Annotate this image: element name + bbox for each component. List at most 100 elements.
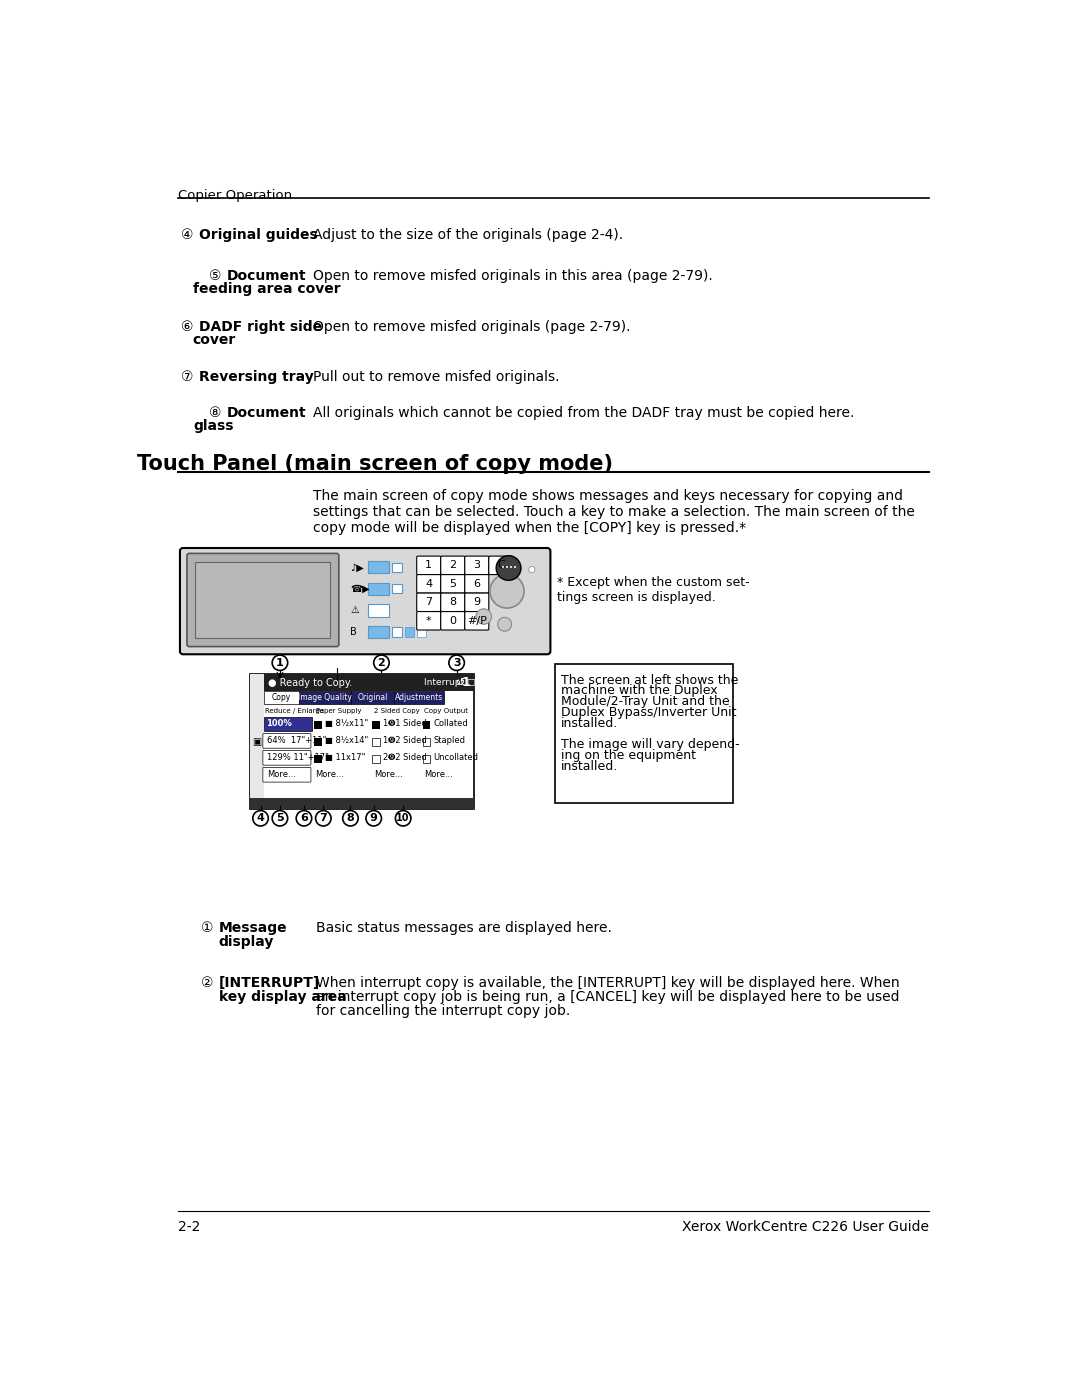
Text: 7: 7 (426, 598, 432, 608)
Text: B: B (350, 627, 357, 637)
Text: ⑦: ⑦ (181, 370, 194, 384)
Text: Reversing tray: Reversing tray (200, 370, 314, 384)
Circle shape (253, 810, 268, 826)
FancyBboxPatch shape (417, 594, 441, 612)
FancyBboxPatch shape (187, 553, 339, 647)
Text: More...: More... (315, 770, 345, 780)
Text: 2: 2 (449, 560, 457, 570)
Bar (367, 626, 389, 638)
Circle shape (272, 655, 287, 671)
Text: ■ 8½x11": ■ 8½x11" (325, 719, 368, 728)
Bar (422, 738, 430, 746)
Text: 3: 3 (473, 560, 481, 570)
FancyBboxPatch shape (464, 594, 489, 612)
FancyBboxPatch shape (489, 556, 513, 574)
Text: The main screen of copy mode shows messages and keys necessary for copying and
s: The main screen of copy mode shows messa… (313, 489, 915, 535)
Text: machine with the Duplex: machine with the Duplex (562, 685, 718, 697)
Text: DADF right side: DADF right side (200, 320, 323, 334)
Bar (367, 583, 389, 595)
Text: Adjust to the size of the originals (page 2-4).: Adjust to the size of the originals (pag… (313, 228, 623, 242)
Text: ••••: •••• (500, 564, 516, 571)
Text: Copy: Copy (271, 693, 291, 701)
Bar (373, 756, 380, 763)
Text: ☎▶: ☎▶ (350, 584, 370, 594)
Text: Pull out to remove misfed originals.: Pull out to remove misfed originals. (313, 370, 559, 384)
Text: 129% 11"+17": 129% 11"+17" (267, 753, 328, 761)
Text: More...: More... (374, 770, 403, 780)
Bar (249, 798, 474, 809)
Text: Document: Document (227, 407, 306, 420)
Text: 1: 1 (462, 676, 471, 689)
Bar (422, 756, 430, 763)
Text: More...: More... (267, 770, 296, 780)
Bar (264, 692, 298, 704)
Circle shape (272, 810, 287, 826)
Text: All originals which cannot be copied from the DADF tray must be copied here.: All originals which cannot be copied fro… (313, 407, 854, 420)
Text: 100%: 100% (266, 719, 292, 728)
Text: 6: 6 (473, 578, 481, 588)
Circle shape (449, 655, 464, 671)
Text: installed.: installed. (562, 760, 619, 773)
FancyBboxPatch shape (441, 574, 464, 594)
Text: C: C (497, 560, 504, 570)
Text: The screen at left shows the: The screen at left shows the (562, 673, 739, 686)
Text: Image Quality: Image Quality (298, 693, 352, 701)
Text: #/P: #/P (467, 616, 487, 626)
FancyBboxPatch shape (464, 574, 489, 594)
FancyBboxPatch shape (417, 574, 441, 594)
Text: Paper Supply: Paper Supply (315, 708, 361, 714)
Bar (394, 692, 444, 704)
FancyBboxPatch shape (262, 733, 311, 749)
Circle shape (498, 617, 512, 631)
FancyBboxPatch shape (441, 612, 464, 630)
Text: Duplex Bypass/Inverter Unit: Duplex Bypass/Inverter Unit (562, 705, 737, 719)
Text: 64%  17"+11": 64% 17"+11" (267, 736, 326, 745)
Bar (298, 692, 351, 704)
Bar (392, 627, 402, 637)
Bar (351, 692, 394, 704)
Bar (249, 675, 264, 809)
Text: Touch Panel (main screen of copy mode): Touch Panel (main screen of copy mode) (137, 454, 613, 474)
Circle shape (529, 567, 535, 573)
Text: ⑥: ⑥ (181, 320, 194, 334)
Bar (264, 675, 474, 692)
Text: ▣: ▣ (252, 736, 261, 746)
Circle shape (342, 810, 359, 826)
Text: * Except when the custom set-
tings screen is displayed.: * Except when the custom set- tings scre… (557, 576, 750, 604)
Circle shape (296, 810, 312, 826)
Text: glass: glass (193, 419, 233, 433)
Text: Interrupt □: Interrupt □ (424, 679, 475, 687)
Text: key display area: key display area (218, 990, 347, 1004)
Text: Module/2-Tray Unit and the: Module/2-Tray Unit and the (562, 696, 730, 708)
Text: Document: Document (227, 270, 306, 284)
Text: Adjustments: Adjustments (395, 693, 443, 701)
Text: Reduce / Enlarge: Reduce / Enlarge (266, 708, 324, 714)
Bar (417, 627, 427, 637)
Text: 5: 5 (276, 813, 284, 823)
Text: 1: 1 (426, 560, 432, 570)
Text: 9: 9 (473, 598, 481, 608)
Text: ● Ready to Copy.: ● Ready to Copy. (268, 678, 352, 687)
Text: Basic status messages are displayed here.: Basic status messages are displayed here… (315, 921, 611, 935)
Text: 4: 4 (426, 578, 432, 588)
Bar (555, 665, 733, 803)
FancyBboxPatch shape (417, 612, 441, 630)
Text: ①: ① (201, 921, 214, 935)
FancyBboxPatch shape (441, 594, 464, 612)
Text: Copier Operation: Copier Operation (177, 189, 292, 203)
Text: ②: ② (201, 977, 214, 990)
Bar (373, 721, 380, 729)
Circle shape (476, 609, 491, 624)
Circle shape (395, 810, 410, 826)
Text: 2-2: 2-2 (177, 1220, 200, 1234)
Text: Open to remove misfed originals in this area (page 2-79).: Open to remove misfed originals in this … (313, 270, 713, 284)
Text: ④: ④ (181, 228, 194, 242)
Text: ⑤: ⑤ (208, 270, 221, 284)
Text: ⚠: ⚠ (350, 605, 360, 616)
Text: Copy Output: Copy Output (424, 708, 468, 714)
Circle shape (490, 574, 524, 608)
Text: 6: 6 (300, 813, 308, 823)
Text: 1: 1 (276, 658, 284, 668)
Text: 8: 8 (347, 813, 354, 823)
Text: The image will vary depend-: The image will vary depend- (562, 738, 740, 752)
